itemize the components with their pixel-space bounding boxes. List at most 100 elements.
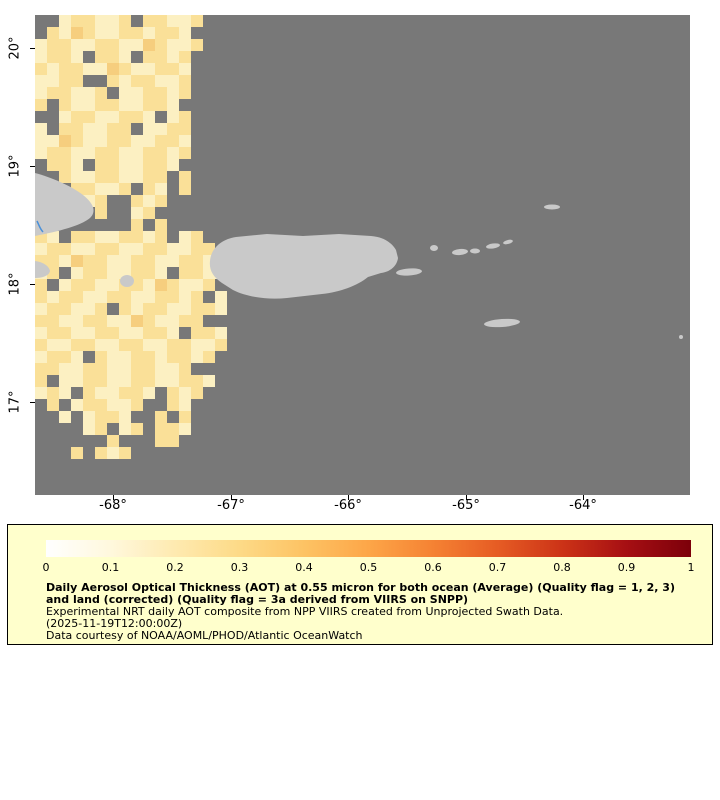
aot-cell — [35, 291, 47, 303]
aot-cell — [35, 351, 47, 363]
aot-cell — [131, 231, 143, 243]
aot-cell — [119, 423, 131, 435]
aot-cell — [95, 135, 107, 147]
aot-cell — [155, 135, 167, 147]
aot-cell — [95, 279, 107, 291]
aot-cell — [143, 375, 155, 387]
aot-cell — [35, 39, 47, 51]
aot-cell — [179, 291, 191, 303]
aot-cell — [95, 411, 107, 423]
aot-cell — [143, 87, 155, 99]
aot-cell — [143, 51, 155, 63]
aot-cell — [47, 327, 59, 339]
aot-cell — [83, 63, 95, 75]
aot-cell — [179, 15, 191, 27]
aot-cell — [83, 387, 95, 399]
aot-cell — [95, 387, 107, 399]
aot-cell — [167, 315, 179, 327]
aot-cell — [131, 243, 143, 255]
aot-cell — [83, 255, 95, 267]
aot-cell — [155, 123, 167, 135]
aot-cell — [35, 279, 47, 291]
aot-cell — [191, 255, 203, 267]
aot-cell — [167, 279, 179, 291]
aot-cell — [143, 183, 155, 195]
aot-cell — [71, 135, 83, 147]
aot-cell — [119, 411, 131, 423]
aot-cell — [83, 171, 95, 183]
aot-cell — [83, 363, 95, 375]
aot-cell — [155, 279, 167, 291]
aot-cell — [119, 159, 131, 171]
aot-cell — [167, 15, 179, 27]
aot-cell — [35, 315, 47, 327]
aot-cell — [47, 39, 59, 51]
aot-cell — [131, 351, 143, 363]
aot-cell — [131, 195, 143, 207]
aot-cell — [71, 63, 83, 75]
aot-cell — [179, 315, 191, 327]
aot-cell — [167, 147, 179, 159]
aot-cell — [155, 303, 167, 315]
aot-cell — [155, 87, 167, 99]
aot-cell — [143, 207, 155, 219]
aot-cell — [59, 123, 71, 135]
aot-cell — [83, 111, 95, 123]
aot-cell — [83, 87, 95, 99]
x-axis-tick — [348, 495, 349, 500]
aot-cell — [47, 159, 59, 171]
aot-cell — [83, 27, 95, 39]
aot-cell — [179, 87, 191, 99]
tortola-island — [486, 243, 500, 249]
aot-cell — [95, 15, 107, 27]
aot-cell — [167, 339, 179, 351]
aot-cell — [95, 51, 107, 63]
aot-cell — [167, 351, 179, 363]
aot-cell — [107, 99, 119, 111]
aot-cell — [179, 423, 191, 435]
aot-cell — [143, 111, 155, 123]
aot-cell — [59, 15, 71, 27]
aot-cell — [95, 363, 107, 375]
aot-cell — [143, 267, 155, 279]
aot-cell — [167, 123, 179, 135]
aot-cell — [35, 87, 47, 99]
aot-cell — [131, 63, 143, 75]
aot-cell — [95, 195, 107, 207]
legend-timestamp: (2025-11-19T12:00:00Z) — [46, 617, 183, 630]
aot-cell — [155, 15, 167, 27]
aot-cell — [155, 435, 167, 447]
aot-cell — [71, 267, 83, 279]
aot-cell — [83, 99, 95, 111]
aot-cell — [131, 303, 143, 315]
aot-cell — [83, 303, 95, 315]
y-axis-label: 17° — [7, 390, 23, 414]
aot-cell — [119, 303, 131, 315]
aot-cell — [35, 327, 47, 339]
aot-cell — [203, 339, 215, 351]
aot-cell — [191, 243, 203, 255]
aot-cell — [59, 339, 71, 351]
aot-cell — [203, 375, 215, 387]
aot-cell — [95, 111, 107, 123]
aot-cell — [191, 327, 203, 339]
aot-cell — [155, 159, 167, 171]
aot-cell — [179, 351, 191, 363]
y-axis-tick — [30, 402, 35, 403]
aot-cell — [179, 147, 191, 159]
aot-cell — [71, 75, 83, 87]
aot-cell — [59, 255, 71, 267]
legend-text-block: Daily Aerosol Optical Thickness (AOT) at… — [46, 582, 698, 642]
aot-cell — [95, 255, 107, 267]
anegada-island — [544, 204, 560, 210]
aot-cell — [143, 231, 155, 243]
aot-cell — [35, 99, 47, 111]
aot-cell — [119, 339, 131, 351]
aot-cell — [83, 423, 95, 435]
legend-credit: Data courtesy of NOAA/AOML/PHOD/Atlantic… — [46, 629, 363, 642]
aot-cell — [83, 231, 95, 243]
aot-cell — [191, 351, 203, 363]
aot-cell — [155, 351, 167, 363]
aot-cell — [47, 27, 59, 39]
aot-cell — [155, 291, 167, 303]
